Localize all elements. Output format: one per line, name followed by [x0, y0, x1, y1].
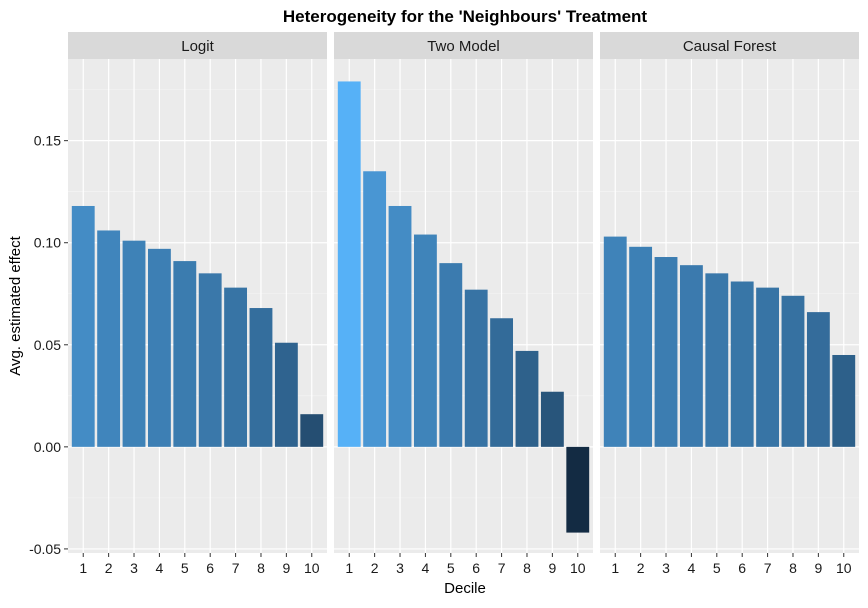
- bar: [274, 342, 298, 447]
- chart-title: Heterogeneity for the 'Neighbours' Treat…: [283, 7, 648, 26]
- bar: [832, 354, 856, 447]
- bar: [654, 257, 678, 447]
- bar: [249, 308, 273, 447]
- bar: [97, 230, 121, 447]
- y-tick-label: 0.10: [34, 235, 61, 251]
- bar: [300, 414, 324, 447]
- bar: [540, 391, 564, 447]
- bar: [363, 171, 387, 447]
- bar: [679, 265, 703, 447]
- x-tick-label: 10: [570, 560, 586, 576]
- bar: [756, 287, 780, 447]
- bar: [198, 273, 222, 447]
- x-tick-label: 7: [764, 560, 772, 576]
- facet-panel: Logit 1 2 3 4 5 6 7 8 9 10: [68, 32, 327, 576]
- x-tick-label: 1: [79, 560, 87, 576]
- x-tick-label: 9: [548, 560, 556, 576]
- facet-strip-label: Causal Forest: [683, 38, 777, 55]
- bar: [147, 248, 171, 447]
- y-axis: -0.05 0.00 0.05 0.10 0.15: [29, 133, 68, 557]
- x-tick-label: 4: [422, 560, 430, 576]
- x-tick-label: 2: [371, 560, 379, 576]
- facet-panel: Two Model 1 2 3 4 5 6 7 8 9 10: [334, 32, 593, 576]
- bar: [464, 289, 488, 447]
- x-tick-label: 3: [396, 560, 404, 576]
- x-tick-label: 4: [156, 560, 164, 576]
- facet-strip-label: Logit: [181, 38, 214, 55]
- facet-strip-label: Two Model: [427, 38, 500, 55]
- x-tick-label: 7: [498, 560, 506, 576]
- x-tick-label: 1: [611, 560, 619, 576]
- bar: [122, 240, 146, 447]
- x-tick-label: 10: [304, 560, 320, 576]
- x-tick-label: 6: [206, 560, 214, 576]
- bar: [566, 446, 590, 533]
- bar: [71, 205, 95, 447]
- x-tick-label: 5: [447, 560, 455, 576]
- y-tick-label: 0.05: [34, 337, 61, 353]
- bar: [603, 236, 627, 447]
- y-axis-title: Avg. estimated effect: [7, 235, 24, 375]
- bar: [806, 312, 830, 447]
- x-tick-label: 1: [345, 560, 353, 576]
- facet-panel: Causal Forest 1 2 3 4 5 6 7 8 9 10: [600, 32, 859, 576]
- x-tick-label: 7: [232, 560, 240, 576]
- x-tick-label: 4: [688, 560, 696, 576]
- bar: [705, 273, 729, 447]
- bar: [490, 318, 514, 447]
- y-tick-label: 0.00: [34, 439, 61, 455]
- x-tick-label: 3: [130, 560, 138, 576]
- x-tick-label: 9: [814, 560, 822, 576]
- bar: [337, 81, 361, 447]
- facet-strip: [334, 32, 593, 59]
- x-tick-label: 8: [789, 560, 797, 576]
- facet-strip: [68, 32, 327, 59]
- bar: [730, 281, 754, 447]
- bar: [173, 261, 197, 447]
- x-tick-label: 2: [637, 560, 645, 576]
- y-tick-label: 0.15: [34, 133, 61, 149]
- bar: [224, 287, 248, 447]
- x-tick-label: 5: [713, 560, 721, 576]
- x-tick-label: 5: [181, 560, 189, 576]
- bar: [515, 350, 539, 447]
- x-tick-label: 3: [662, 560, 670, 576]
- bar: [439, 263, 463, 447]
- x-tick-label: 9: [282, 560, 290, 576]
- bar: [781, 295, 805, 447]
- x-tick-label: 8: [257, 560, 265, 576]
- bar: [388, 205, 412, 447]
- facet-strip: [600, 32, 859, 59]
- y-tick-label: -0.05: [29, 541, 61, 557]
- x-tick-label: 6: [472, 560, 480, 576]
- x-tick-label: 2: [105, 560, 113, 576]
- bar: [413, 234, 437, 447]
- bar: [629, 246, 653, 447]
- x-tick-label: 10: [836, 560, 852, 576]
- x-axis-title: Decile: [444, 580, 486, 597]
- x-tick-label: 8: [523, 560, 531, 576]
- x-tick-label: 6: [738, 560, 746, 576]
